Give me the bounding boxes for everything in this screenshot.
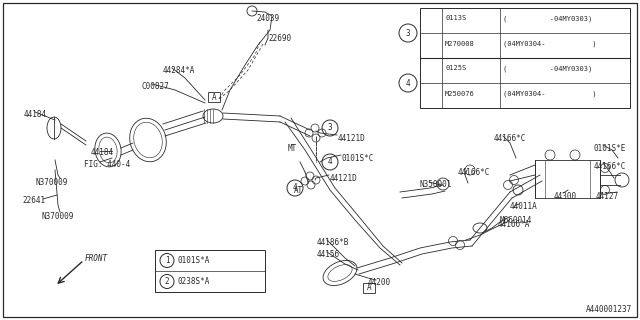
Text: 44166*C: 44166*C bbox=[494, 134, 526, 143]
Text: 4: 4 bbox=[292, 183, 298, 193]
Text: FRONT: FRONT bbox=[85, 254, 108, 263]
Bar bbox=[155, 250, 265, 292]
Text: 44166*C: 44166*C bbox=[458, 168, 490, 177]
Text: 0101S*C: 0101S*C bbox=[342, 154, 374, 163]
Text: M270008: M270008 bbox=[445, 41, 475, 46]
Text: AT: AT bbox=[294, 186, 303, 195]
Text: 0101S*E: 0101S*E bbox=[594, 144, 627, 153]
Text: 44121D: 44121D bbox=[338, 134, 365, 143]
Text: MT: MT bbox=[288, 144, 297, 153]
Bar bbox=[535, 160, 600, 198]
Text: 44166*C: 44166*C bbox=[594, 162, 627, 171]
Text: 44121D: 44121D bbox=[330, 174, 358, 183]
Text: 24039: 24039 bbox=[256, 14, 279, 23]
Text: 4: 4 bbox=[328, 157, 332, 166]
Text: 0125S: 0125S bbox=[445, 66, 467, 71]
Text: 22641: 22641 bbox=[22, 196, 45, 205]
Text: 1: 1 bbox=[164, 256, 170, 265]
Text: C00827: C00827 bbox=[141, 82, 169, 91]
Text: FIG. 440-4: FIG. 440-4 bbox=[84, 160, 131, 169]
Text: (          -04MY0303): ( -04MY0303) bbox=[503, 66, 592, 72]
Text: N35000l: N35000l bbox=[420, 180, 452, 189]
Text: 44200: 44200 bbox=[368, 278, 391, 287]
Bar bbox=[363, 283, 375, 293]
Text: (04MY0304-           ): (04MY0304- ) bbox=[503, 41, 596, 47]
Text: 22690: 22690 bbox=[268, 34, 291, 43]
Bar bbox=[420, 8, 630, 108]
Text: N370009: N370009 bbox=[42, 212, 74, 221]
Text: M660014: M660014 bbox=[500, 216, 532, 225]
Text: 44011A: 44011A bbox=[510, 202, 538, 211]
Text: 0238S*A: 0238S*A bbox=[177, 277, 209, 286]
Text: 44186*B: 44186*B bbox=[317, 238, 349, 247]
Text: 44184: 44184 bbox=[24, 110, 47, 119]
Text: M250076: M250076 bbox=[445, 91, 475, 97]
Text: 2: 2 bbox=[164, 277, 170, 286]
Text: 44166*A: 44166*A bbox=[498, 220, 531, 229]
Text: A: A bbox=[367, 284, 371, 292]
Text: N370009: N370009 bbox=[36, 178, 68, 187]
Text: 44127: 44127 bbox=[596, 192, 619, 201]
Text: 44284*A: 44284*A bbox=[163, 66, 195, 75]
Text: A: A bbox=[212, 92, 216, 101]
Text: (04MY0304-           ): (04MY0304- ) bbox=[503, 91, 596, 97]
Text: A440001237: A440001237 bbox=[586, 305, 632, 314]
Text: (          -04MY0303): ( -04MY0303) bbox=[503, 15, 592, 22]
Text: 0101S*A: 0101S*A bbox=[177, 256, 209, 265]
Text: 44184: 44184 bbox=[91, 148, 114, 157]
Text: 3: 3 bbox=[328, 124, 332, 132]
Text: 3: 3 bbox=[406, 28, 410, 37]
Text: 44300: 44300 bbox=[554, 192, 577, 201]
Text: 0113S: 0113S bbox=[445, 15, 467, 21]
Bar bbox=[208, 92, 220, 102]
Text: 4: 4 bbox=[406, 78, 410, 87]
Text: 44156: 44156 bbox=[317, 250, 340, 259]
